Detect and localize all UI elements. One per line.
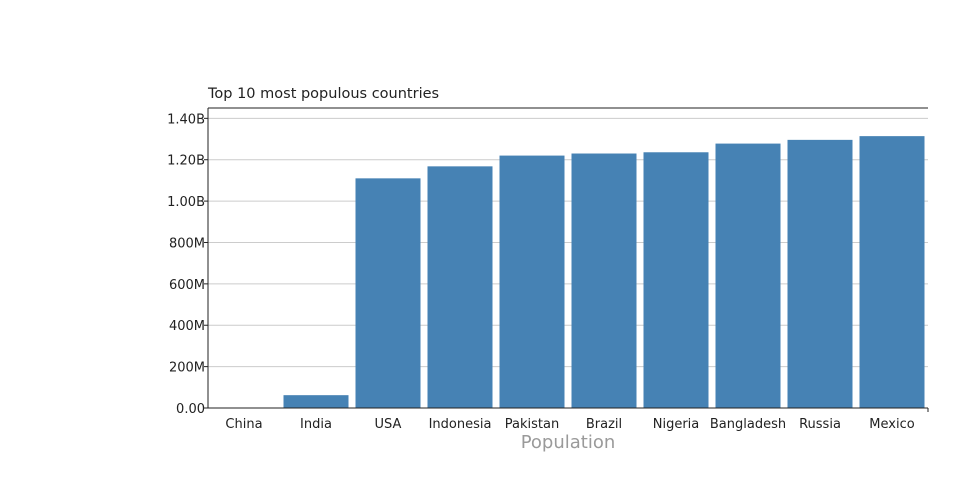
bar-bangladesh [715,143,781,408]
bar-mexico [859,136,925,408]
axes [204,107,929,412]
x-tick-label: Nigeria [653,417,700,432]
x-tick-label: Pakistan [505,417,559,432]
y-tick-label: 400M [169,319,205,334]
bar-nigeria [643,152,709,408]
x-tick-label: Brazil [586,417,622,432]
bar-india [283,395,349,408]
y-tick-labels: 0.00 200M 400M 600M 800M 1.00B 1.20B 1.40B [167,112,205,417]
x-tick-label: India [300,417,332,432]
chart-title: Top 10 most populous countries [207,86,439,102]
y-tick-label: 200M [169,361,205,376]
bars [283,136,925,409]
y-tick-label: 1.00B [167,195,205,210]
y-tick-label: 800M [169,236,205,251]
x-axis-label: Population [521,432,616,453]
y-tick-label: 600M [169,278,205,293]
bar-indonesia [427,166,493,408]
x-tick-label: China [225,417,262,432]
y-tick-label: 1.40B [167,112,205,127]
bar-brazil [571,153,637,408]
x-tick-label: Bangladesh [710,417,786,432]
gridlines [208,117,928,368]
x-tick-labels: China India USA Indonesia Pakistan Brazil Nige… [225,417,914,432]
x-tick-label: Indonesia [429,417,492,432]
bar-russia [787,139,853,409]
y-tick-label: 1.20B [167,154,205,169]
bar-pakistan [499,155,565,408]
bar-usa [355,178,421,408]
y-tick-label: 0.00 [176,402,205,417]
x-tick-label: Mexico [869,417,914,432]
x-tick-label: Russia [799,417,841,432]
x-tick-label: USA [375,417,402,432]
